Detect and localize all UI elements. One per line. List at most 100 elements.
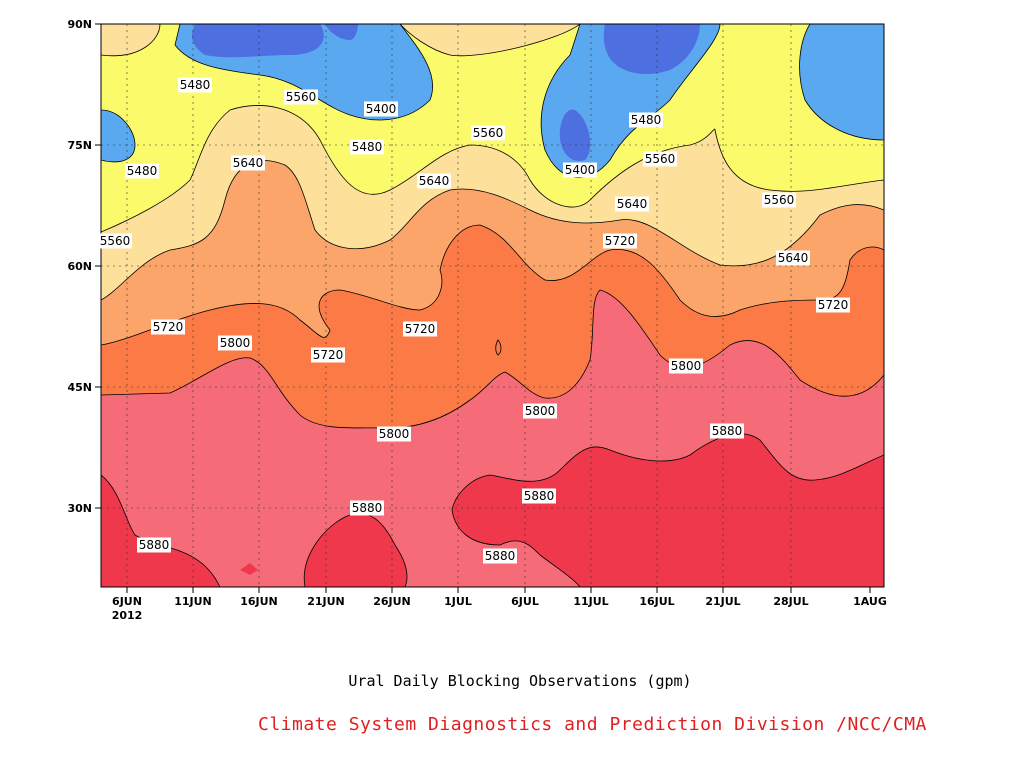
contour-label: 5720 — [313, 348, 344, 362]
fill-5880 — [304, 513, 407, 587]
x-tick-label: 26JUN — [373, 595, 411, 608]
contour-label-bg — [563, 162, 597, 178]
contour-line — [101, 24, 161, 57]
contour-labels: 5480 5560 5400 5480 5560 5480 5400 5480 5560 5640… — [98, 77, 850, 564]
contour-label: 5720 — [153, 320, 184, 334]
contour-label: 5720 — [818, 298, 849, 312]
chart-credit: Climate System Diagnostics and Predictio… — [258, 714, 927, 735]
contour-line — [101, 474, 221, 587]
contour-label: 5880 — [712, 424, 743, 438]
contour-label: 5560 — [645, 152, 676, 166]
y-tick-label: 90N — [67, 18, 92, 31]
contour-label: 5800 — [379, 427, 410, 441]
contour-label-bg — [350, 139, 384, 155]
x-axis: 6JUN 11JUN 16JUN 21JUN 26JUN 1JUL 6JUL 11JUL 16J… — [112, 587, 887, 608]
fill-5880 — [101, 475, 220, 587]
contour-label-bg — [151, 319, 185, 335]
contour-label-bg — [762, 192, 796, 208]
contour-fills — [101, 24, 884, 587]
contour-label: 5480 — [127, 164, 158, 178]
contour-label-bg — [218, 335, 252, 351]
contour-label-bg — [98, 233, 132, 249]
contour-label: 5560 — [473, 126, 504, 140]
contour-label-bg — [669, 358, 703, 374]
contour-label: 5800 — [671, 359, 702, 373]
x-year-label: 2012 — [112, 609, 143, 622]
contour-label: 5880 — [139, 538, 170, 552]
contour-line — [101, 224, 884, 346]
contour-label: 5880 — [524, 489, 555, 503]
x-tick-label: 21JUL — [705, 595, 740, 608]
contour-line — [799, 24, 884, 141]
x-tick-label: 28JUL — [773, 595, 808, 608]
contour-label-bg — [417, 173, 451, 189]
contour-label: 5640 — [778, 251, 809, 265]
fill-5400 — [101, 110, 135, 162]
contour-line — [451, 433, 884, 587]
x-tick-label: 6JUN — [112, 595, 142, 608]
fill-below-5400 — [325, 24, 358, 40]
contour-label: 5880 — [485, 549, 516, 563]
fill-5560 — [101, 24, 160, 56]
contour-label-bg — [710, 423, 744, 439]
contour-line — [101, 289, 884, 429]
contour-label-bg — [603, 233, 637, 249]
contour-label-bg — [311, 347, 345, 363]
contour-label: 5640 — [617, 197, 648, 211]
fill-below-5400 — [192, 24, 324, 58]
chart-title: Ural Daily Blocking Observations (gpm) — [348, 672, 692, 690]
contour-label: 5720 — [405, 322, 436, 336]
x-tick-label: 11JUL — [573, 595, 608, 608]
contour-label-bg — [125, 163, 159, 179]
plot-frame — [100, 23, 885, 588]
contour-line — [303, 512, 408, 587]
contour-label-bg — [471, 125, 505, 141]
x-tick-label: 11JUN — [174, 595, 212, 608]
x-tick-label: 16JUN — [240, 595, 278, 608]
contour-label-bg — [776, 250, 810, 266]
contour-line — [495, 339, 502, 356]
contour-label-bg — [629, 112, 663, 128]
fill-below-5400 — [559, 109, 591, 161]
contour-label-bg — [522, 488, 556, 504]
contour-label: 5560 — [100, 234, 131, 248]
contour-label: 5560 — [286, 90, 317, 104]
contour-label-bg — [816, 297, 850, 313]
x-tick-label: 1AUG — [853, 595, 887, 608]
contour-line — [399, 24, 581, 57]
contour-label: 5720 — [605, 234, 636, 248]
contour-label-bg — [483, 548, 517, 564]
contour-label: 5400 — [565, 163, 596, 177]
x-tick-label: 6JUL — [511, 595, 539, 608]
x-tick-label: 21JUN — [307, 595, 345, 608]
contour-lines — [101, 24, 884, 587]
fill-5400 — [799, 24, 884, 140]
contour-line — [174, 24, 434, 121]
contour-label: 5640 — [233, 156, 264, 170]
contour-label: 5480 — [180, 78, 211, 92]
y-axis: 90N 75N 60N 45N 30N — [67, 18, 101, 515]
y-tick-label: 30N — [67, 502, 92, 515]
contour-label-bg — [137, 537, 171, 553]
fill-below-5400 — [225, 24, 245, 28]
y-tick-label: 75N — [67, 139, 92, 152]
contour-label-bg — [643, 151, 677, 167]
fill-5880 — [240, 563, 258, 575]
contour-label-bg — [403, 321, 437, 337]
contour-label-bg — [523, 403, 557, 419]
contour-line — [540, 24, 721, 179]
contour-label: 5800 — [220, 336, 251, 350]
contour-label-bg — [284, 89, 318, 105]
fill-below-5400 — [603, 24, 700, 75]
contour-label: 5880 — [352, 501, 383, 515]
contour-label: 5640 — [419, 174, 450, 188]
contour-label-bg — [178, 77, 212, 93]
contour-label: 5480 — [631, 113, 662, 127]
contour-label: 5400 — [366, 102, 397, 116]
contour-label-bg — [377, 426, 411, 442]
contour-label-bg — [364, 101, 398, 117]
contour-label-bg — [350, 500, 384, 516]
contour-label-bg — [615, 196, 649, 212]
y-tick-label: 45N — [67, 381, 92, 394]
